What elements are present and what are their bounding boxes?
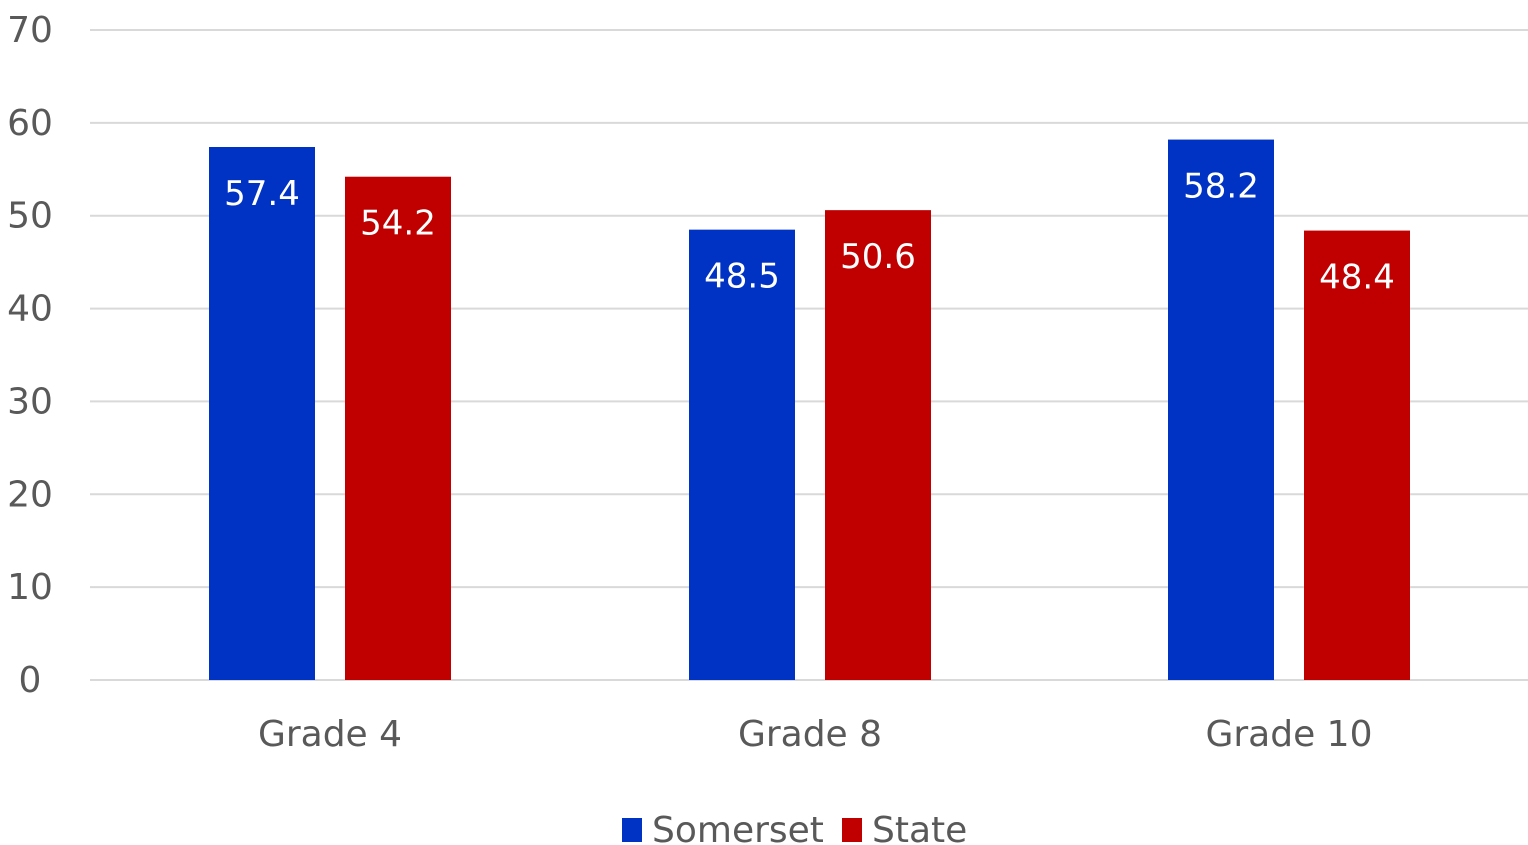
y-tick-label: 20 — [7, 474, 53, 515]
y-tick-label: 0 — [19, 660, 42, 701]
legend: Somerset State — [622, 810, 967, 845]
data-label: 48.4 — [1319, 258, 1395, 298]
x-tick-label: Grade 8 — [738, 714, 882, 755]
legend-swatch-state — [842, 818, 862, 842]
data-label: 54.2 — [360, 204, 436, 244]
bar-state-grade-10 — [1304, 230, 1410, 681]
data-labels: 57.4 54.2 48.5 50.6 58.2 48.4 — [224, 167, 1395, 298]
bar-somerset-grade-4 — [209, 147, 315, 680]
y-tick-label: 10 — [7, 567, 53, 608]
x-tick-label: Grade 10 — [1205, 714, 1372, 755]
x-tick-label: Grade 4 — [258, 714, 402, 755]
y-tick-label: 40 — [7, 289, 53, 330]
legend-label-somerset: Somerset — [652, 810, 824, 845]
gridlines — [90, 29, 1528, 681]
data-label: 58.2 — [1183, 167, 1259, 207]
y-tick-label: 70 — [7, 10, 53, 51]
data-label: 57.4 — [224, 174, 300, 214]
data-label: 48.5 — [704, 257, 780, 297]
bar-state-grade-4 — [345, 176, 451, 680]
y-tick-label: 30 — [7, 381, 53, 422]
y-axis-ticks: 0 10 20 30 40 50 60 70 — [7, 10, 53, 701]
x-axis-labels: Grade 4 Grade 8 Grade 10 — [258, 714, 1373, 755]
y-tick-label: 60 — [7, 103, 53, 144]
bar-somerset-grade-8 — [689, 229, 795, 680]
bar-somerset-grade-10 — [1168, 139, 1274, 681]
y-tick-label: 50 — [7, 196, 53, 237]
bars — [209, 139, 1410, 681]
data-label: 50.6 — [840, 237, 916, 277]
legend-label-state: State — [872, 810, 967, 845]
legend-swatch-somerset — [622, 818, 642, 842]
bar-state-grade-8 — [825, 210, 931, 680]
